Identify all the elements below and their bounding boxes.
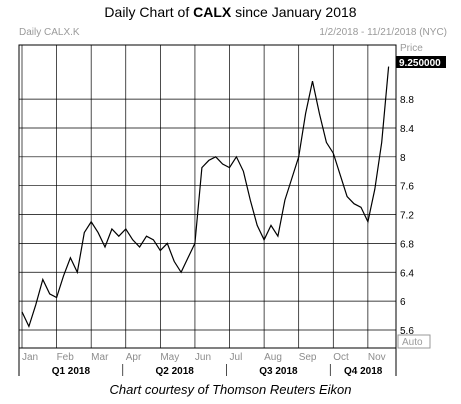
quarter-label: Q3 2018: [259, 366, 298, 377]
price-series-line: [21, 66, 390, 329]
y-tick-label: 6.4: [400, 268, 414, 279]
x-tick-label: Apr: [126, 352, 142, 363]
y-axis-ticks: 5.6 6 6.4 6.8 7.2 7.6 8 8.4 8.8: [400, 95, 414, 337]
last-price-value: 9.250000: [399, 58, 441, 69]
y-tick-label: 6: [400, 297, 406, 308]
x-tick-label: Mar: [91, 352, 109, 363]
symbol-label: Daily CALX.K: [19, 27, 80, 38]
date-range-label: 1/2/2018 - 11/21/2018 (NYC): [319, 27, 447, 38]
y-tick-label: 5.6: [400, 326, 414, 337]
x-axis-quarter-labels: Q1 2018 Q2 2018 Q3 2018 Q4 2018: [18, 364, 383, 377]
last-price-badge: [396, 56, 446, 68]
quarter-label: Q4 2018: [344, 366, 383, 377]
plot-frame: [18, 44, 397, 349]
x-tick-label: Jun: [195, 352, 211, 363]
x-tick-label: Aug: [264, 352, 282, 363]
x-tick-label: Jan: [22, 352, 38, 363]
chart-title: Daily Chart of CALX since January 2018: [104, 4, 357, 20]
auto-scale-button[interactable]: [397, 334, 431, 349]
quarter-label: Q2 2018: [155, 366, 194, 377]
quarter-label: Q1 2018: [52, 366, 91, 377]
x-tick-label: Jul: [230, 352, 243, 363]
auto-scale-label: Auto: [402, 337, 423, 348]
x-tick-label: Nov: [368, 352, 386, 363]
x-tick-label: Feb: [57, 352, 75, 363]
y-tick-label: 8: [400, 153, 406, 164]
y-tick-label: 8.8: [400, 95, 414, 106]
chart-caption: Chart courtesy of Thomson Reuters Eikon: [109, 382, 352, 397]
y-tick-label: 7.2: [400, 211, 414, 222]
x-axis-month-labels: Jan Feb Mar Apr May Jun Jul Aug Sep Oct Nov: [22, 352, 386, 363]
gridlines: [19, 45, 396, 348]
y-tick-label: 6.8: [400, 239, 414, 250]
x-tick-label: Sep: [299, 352, 317, 363]
x-tick-label: May: [160, 352, 179, 363]
y-tick-label: 8.4: [400, 124, 414, 135]
x-tick-label: Oct: [333, 352, 349, 363]
y-tick-label: 7.6: [400, 182, 414, 193]
price-axis-title: Price: [400, 43, 423, 54]
